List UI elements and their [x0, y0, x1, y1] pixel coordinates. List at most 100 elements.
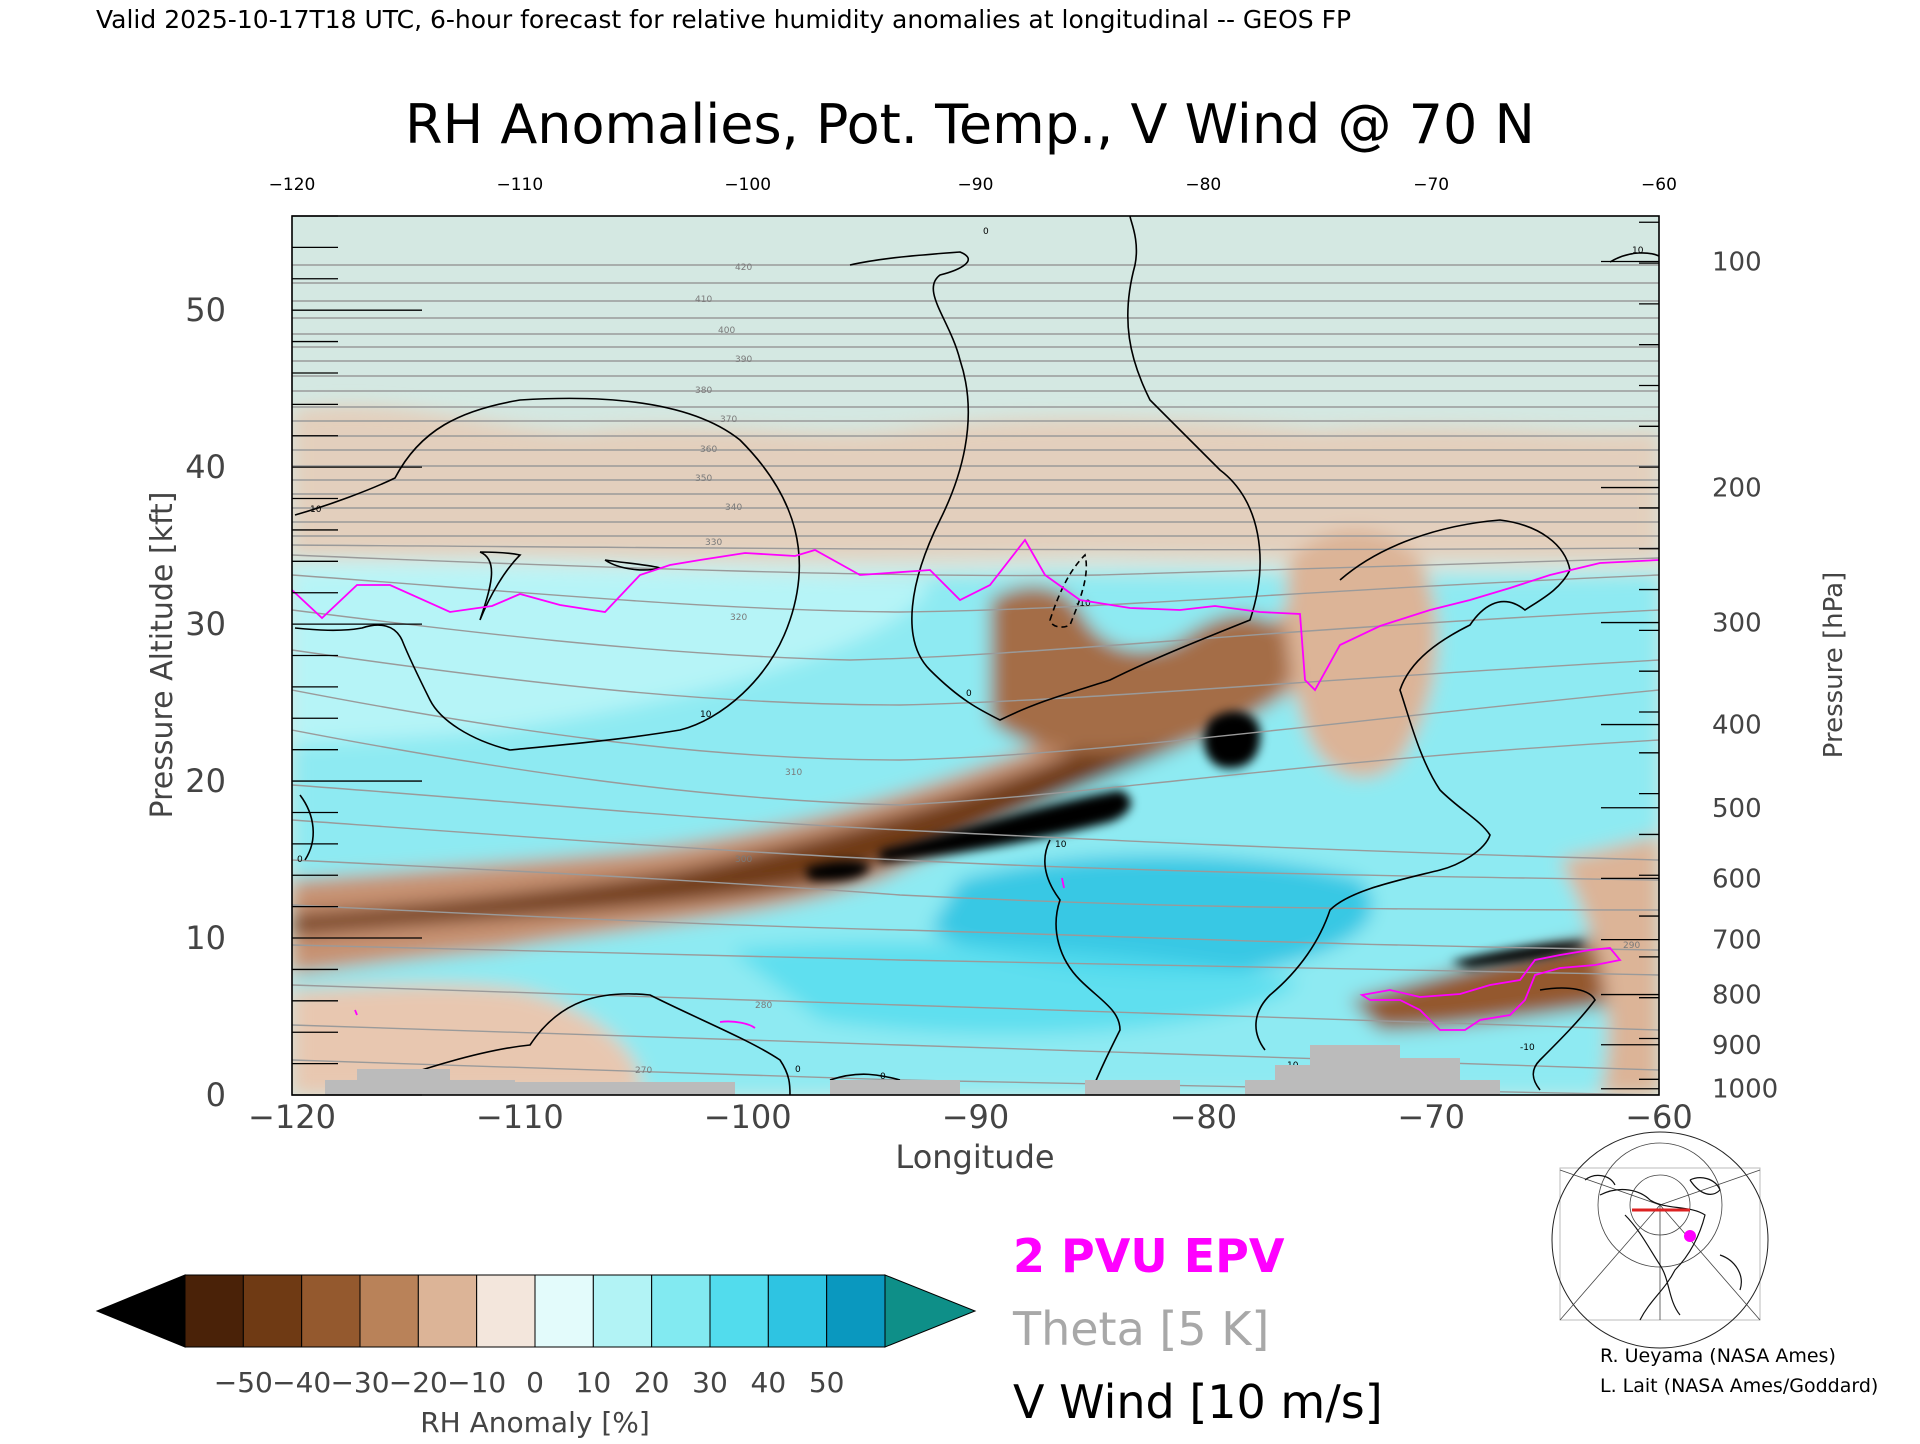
epv-2pvu-line-lower [1359, 947, 1622, 1031]
rh-black-cell-2 [880, 790, 1131, 862]
valid-time-header: Valid 2025-10-17T18 UTC, 6-hour forecast… [96, 5, 1351, 34]
colorbar-tick-label: 0 [526, 1366, 544, 1399]
colorbar-tick-label: −50 [214, 1366, 273, 1399]
theta-label: 310 [785, 768, 802, 778]
rh-dry-upper-band [292, 405, 1659, 560]
legend-vwind: V Wind [10 m/s] [1013, 1375, 1383, 1429]
vwind-contour [1609, 252, 1659, 263]
colorbar-tick-label: −10 [447, 1366, 506, 1399]
vwind-contour-dashed [1049, 553, 1088, 628]
theta-label: 410 [695, 295, 712, 305]
y-tick-label-right: 400 [1712, 711, 1762, 741]
x-tick-label-bottom: −70 [1397, 1098, 1465, 1136]
y-tick-label-right: 200 [1712, 474, 1762, 504]
credit-line-1: R. Ueyama (NASA Ames) [1600, 1345, 1836, 1367]
x-tick-label-top: −100 [724, 175, 771, 195]
y-tick-label-right: 500 [1712, 794, 1762, 824]
x-tick-label-bottom: −90 [942, 1098, 1010, 1136]
theta-label: 380 [695, 386, 712, 396]
vwind-contour [299, 794, 315, 861]
axis-ticks-right [1601, 221, 1659, 1090]
terrain [325, 1045, 1500, 1095]
colorbar-cell [709, 1274, 769, 1348]
epv-small-loop [1061, 877, 1065, 889]
theta-label: 330 [705, 538, 722, 548]
colorbar-tick-label: −40 [272, 1366, 331, 1399]
x-tick-label-bottom: −120 [248, 1098, 336, 1136]
vwind-label: 0 [880, 1072, 886, 1082]
theta-line [292, 574, 1659, 613]
vwind-label: 10 [310, 505, 322, 515]
theta-line [292, 729, 1659, 806]
epv-small-loop [719, 1020, 756, 1029]
theta-labels: 420 410 400 390 380 370 360 350 340 330 … [635, 263, 1640, 1076]
terrain-mask [1245, 1045, 1500, 1095]
y-axis-left-labels: 0 10 20 30 40 50 [185, 291, 226, 1114]
epv-contours [292, 538, 1659, 1031]
locator-map-marker [1684, 1230, 1696, 1242]
theta-line [292, 784, 1659, 861]
colorbar-tick-label: 20 [634, 1366, 670, 1399]
vwind-contour [1044, 839, 1121, 1095]
epv-small-loop [354, 1009, 358, 1016]
y-axis-left-title: Pressure Altitude [kft] [145, 492, 180, 819]
locator-map [1551, 1131, 1769, 1349]
y-tick-label-right: 900 [1712, 1031, 1762, 1061]
theta-line [292, 819, 1659, 881]
locator-map-coastlines [1584, 1174, 1742, 1321]
y-axis-right-title: Pressure [hPa] [1819, 572, 1849, 759]
rh-dry-lower-left [292, 984, 642, 1095]
terrain-mask [325, 1069, 735, 1095]
colorbar-cell [592, 1274, 653, 1348]
x-tick-label-top: −90 [958, 175, 994, 195]
colorbar-tick-label: 50 [809, 1366, 845, 1399]
colorbar-cell [476, 1274, 536, 1348]
vwind-label: 0 [297, 855, 303, 865]
colorbar-tick-label: −20 [389, 1366, 448, 1399]
colorbar-cell [651, 1274, 711, 1348]
x-tick-label-bottom: −80 [1170, 1098, 1238, 1136]
rh-moist-upper-left [292, 560, 930, 745]
x-axis-bottom-labels: −120 −110 −100 −90 −80 −70 −60 [248, 1098, 1693, 1136]
colorbar-cell [184, 1274, 244, 1348]
colorbar: −50 −40 −30 −20 −10 0 10 20 30 40 50 [95, 1274, 977, 1399]
x-tick-label-top: −80 [1185, 175, 1221, 195]
legend-theta: Theta [5 K] [1012, 1302, 1269, 1356]
chart-title: RH Anomalies, Pot. Temp., V Wind @ 70 N [405, 93, 1535, 156]
vwind-contour [1532, 987, 1596, 1091]
theta-label: 340 [725, 503, 742, 513]
x-tick-label-top: −70 [1413, 175, 1449, 195]
theta-line [292, 984, 1659, 1031]
terrain-mask [830, 1080, 960, 1095]
y-tick-label-right: 100 [1712, 248, 1762, 278]
locator-map-graticule [1559, 1142, 1761, 1321]
theta-line [292, 544, 1659, 551]
vwind-label: 0 [983, 227, 989, 237]
theta-line [292, 904, 1659, 951]
terrain-mask [1085, 1080, 1180, 1095]
theta-label: 390 [735, 355, 752, 365]
rh-dry-tongue-outer [292, 560, 1342, 975]
y-axis-right-labels: 100 200 300 400 500 600 700 800 900 1000 [1712, 248, 1778, 1105]
theta-contours [292, 264, 1659, 1095]
y-tick-label-right: 1000 [1712, 1075, 1778, 1105]
y-tick-label-right: 700 [1712, 926, 1762, 956]
y-tick-label-left: 10 [185, 919, 226, 957]
colorbar-cell [301, 1274, 361, 1348]
locator-map-globe [1551, 1131, 1769, 1349]
vwind-label: -10 [1520, 1043, 1535, 1053]
credit-line-2: L. Lait (NASA Ames/Goddard) [1600, 1375, 1878, 1397]
vwind-contour [1255, 519, 1571, 1051]
theta-label: 360 [700, 445, 717, 455]
y-tick-label-left: 30 [185, 605, 226, 643]
theta-label: 320 [730, 613, 747, 623]
rh-black-cell-1 [1204, 711, 1261, 769]
rh-dry-tongue-inner [292, 620, 1302, 935]
colorbar-cell [242, 1274, 303, 1348]
theta-line [292, 689, 1659, 761]
plot-area: 420 410 400 390 380 370 360 350 340 330 … [292, 216, 1659, 1095]
theta-line [292, 609, 1659, 661]
colorbar-tick-label: −30 [330, 1366, 389, 1399]
x-tick-label-top: −60 [1641, 175, 1677, 195]
